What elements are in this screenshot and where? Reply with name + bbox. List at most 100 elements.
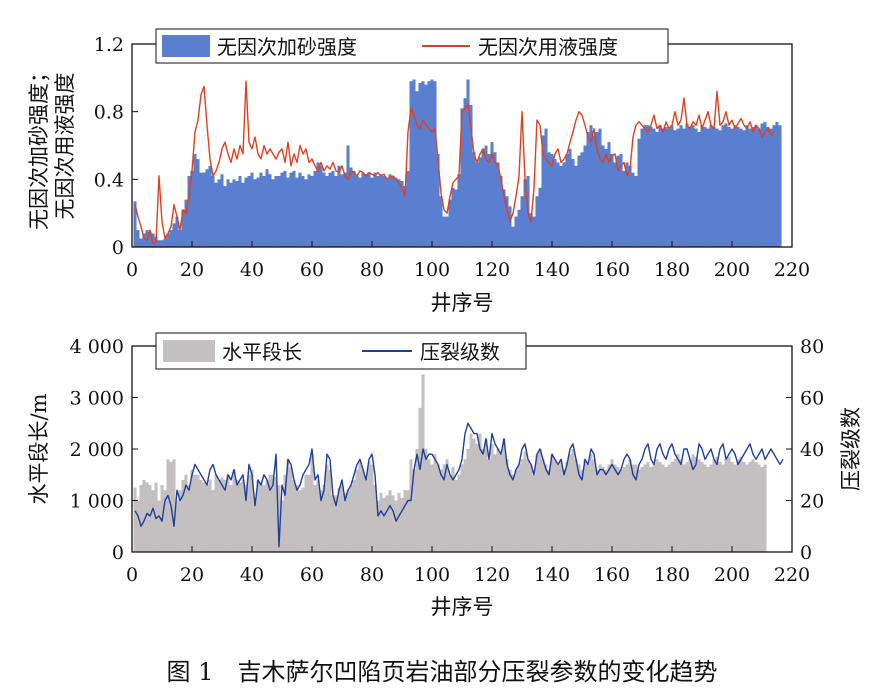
bar bbox=[478, 157, 482, 247]
bar bbox=[205, 169, 209, 247]
legend-box bbox=[155, 28, 669, 64]
bar bbox=[559, 165, 563, 247]
bar bbox=[505, 459, 509, 552]
bar bbox=[229, 182, 233, 247]
bar bbox=[163, 490, 167, 552]
bar bbox=[652, 464, 656, 552]
bar bbox=[727, 126, 731, 247]
x-tick-label: 120 bbox=[474, 564, 510, 586]
x-tick-label: 220 bbox=[774, 259, 810, 281]
bar bbox=[583, 145, 587, 247]
legend-swatch-bar bbox=[163, 340, 215, 362]
bar bbox=[232, 179, 236, 247]
bar bbox=[550, 153, 554, 247]
bar bbox=[493, 152, 497, 247]
bar bbox=[451, 467, 455, 552]
bar-series-sand-intensity bbox=[133, 79, 782, 248]
x-tick-label: 180 bbox=[654, 564, 690, 586]
bar bbox=[658, 125, 662, 247]
bar bbox=[277, 485, 281, 552]
bar bbox=[613, 162, 617, 247]
bar bbox=[142, 479, 146, 552]
bar bbox=[292, 170, 296, 248]
bar bbox=[223, 479, 227, 552]
y-right-tick-label: 80 bbox=[800, 336, 824, 358]
bar bbox=[349, 485, 353, 552]
bar bbox=[619, 153, 623, 247]
bar bbox=[343, 492, 347, 552]
bar bbox=[409, 81, 413, 247]
bar bbox=[268, 174, 272, 247]
bar bbox=[436, 464, 440, 552]
bar bbox=[544, 128, 548, 247]
bar bbox=[490, 142, 494, 247]
bar bbox=[718, 130, 722, 247]
bar bbox=[166, 459, 170, 552]
bar bbox=[688, 459, 692, 552]
bar bbox=[496, 449, 500, 552]
bar bbox=[658, 461, 662, 553]
bar bbox=[160, 240, 164, 247]
bar bbox=[577, 464, 581, 552]
bar bbox=[310, 454, 314, 552]
y-tick-label: 1 000 bbox=[70, 491, 124, 513]
bar bbox=[769, 128, 773, 247]
bar bbox=[139, 238, 143, 247]
x-tick-label: 220 bbox=[774, 564, 810, 586]
bar bbox=[601, 467, 605, 552]
bar bbox=[574, 165, 578, 247]
bar bbox=[679, 125, 683, 247]
bar bbox=[499, 454, 503, 552]
series-line bbox=[134, 80, 775, 245]
x-tick-label: 180 bbox=[654, 259, 690, 281]
y-axis-ticks-right: 0 20 40 60 80 bbox=[786, 336, 824, 564]
bar bbox=[139, 485, 143, 552]
bar bbox=[484, 438, 488, 552]
x-tick-label: 20 bbox=[180, 564, 204, 586]
bar bbox=[256, 479, 260, 552]
bar bbox=[520, 196, 524, 247]
bar bbox=[772, 125, 776, 247]
bar bbox=[673, 459, 677, 552]
bar bbox=[607, 142, 611, 247]
bar bbox=[364, 174, 368, 247]
bar bbox=[403, 186, 407, 247]
bar bbox=[622, 467, 626, 552]
bar bbox=[199, 479, 203, 552]
bar bbox=[373, 172, 377, 247]
bar bbox=[286, 177, 290, 247]
bar bbox=[550, 454, 554, 552]
bar bbox=[271, 474, 275, 552]
bar bbox=[151, 490, 155, 552]
bar bbox=[346, 490, 350, 552]
bar bbox=[355, 175, 359, 247]
bar bbox=[430, 464, 434, 552]
bar bbox=[421, 81, 425, 247]
bar bbox=[448, 474, 452, 552]
bar bbox=[607, 464, 611, 552]
bar bbox=[181, 479, 185, 552]
bar bbox=[628, 165, 632, 247]
bar bbox=[370, 177, 374, 247]
bar bbox=[340, 174, 344, 247]
bar bbox=[421, 374, 425, 552]
bar bbox=[334, 175, 338, 247]
bar bbox=[640, 128, 644, 247]
bar bbox=[604, 148, 608, 247]
bar bbox=[751, 459, 755, 552]
bar bbox=[514, 216, 518, 247]
bar bbox=[352, 479, 356, 552]
bar bbox=[706, 467, 710, 552]
bar bbox=[667, 464, 671, 552]
bar bbox=[361, 172, 365, 247]
bar bbox=[460, 108, 464, 247]
bar bbox=[361, 469, 365, 552]
bar-series-lateral-length bbox=[133, 374, 767, 553]
bar bbox=[232, 469, 236, 552]
bar bbox=[742, 461, 746, 553]
bar bbox=[235, 479, 239, 552]
bar bbox=[355, 469, 359, 552]
bar bbox=[316, 479, 320, 552]
legend-swatch-bar bbox=[162, 35, 210, 57]
x-axis-ticks: 0 20 40 60 80 100 120 140 160 180 200 220 bbox=[126, 546, 810, 586]
